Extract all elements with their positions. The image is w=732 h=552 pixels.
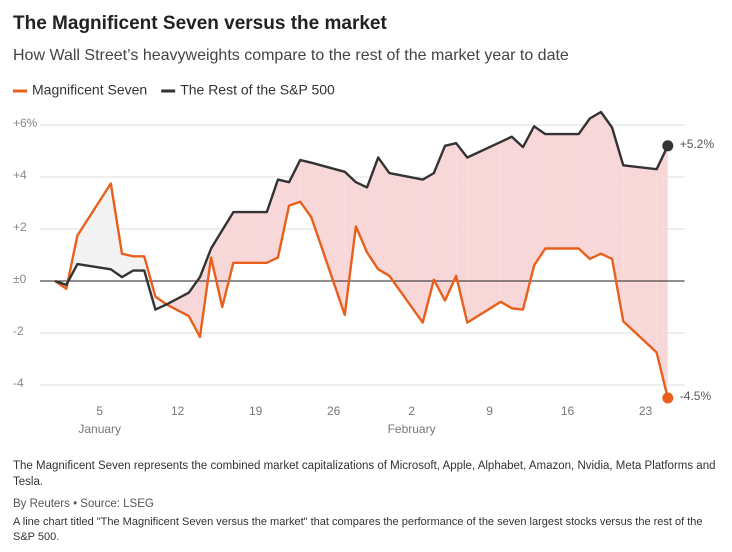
note: The Magnificent Seven represents the com… bbox=[13, 460, 716, 488]
legend-label: The Rest of the S&P 500 bbox=[180, 82, 335, 98]
gap-segment bbox=[500, 136, 512, 309]
gap-segment bbox=[222, 212, 234, 307]
month-label: January bbox=[78, 422, 121, 436]
x-tick-label: 26 bbox=[327, 404, 341, 418]
gap-segment bbox=[378, 157, 390, 276]
gap-segment bbox=[511, 136, 523, 310]
gap-segment bbox=[445, 143, 457, 301]
gap-segment bbox=[277, 179, 290, 258]
gap-segment bbox=[289, 160, 301, 206]
end-dot bbox=[662, 140, 674, 152]
month-label: February bbox=[388, 422, 436, 436]
y-tick-label: +6% bbox=[13, 116, 38, 130]
gap-segment bbox=[367, 157, 379, 270]
gap-segment bbox=[300, 160, 312, 218]
y-tick-label: -4 bbox=[13, 376, 24, 390]
y-tick-label: -2 bbox=[13, 324, 24, 338]
gap-segment bbox=[422, 173, 434, 323]
x-tick-label: 19 bbox=[249, 404, 263, 418]
gap-segment bbox=[355, 182, 368, 253]
series-line bbox=[54, 182, 669, 399]
gap-segment bbox=[233, 212, 267, 263]
gap-segment bbox=[133, 256, 145, 271]
y-tick-label: ±0 bbox=[13, 272, 27, 286]
gap-segment bbox=[311, 162, 345, 315]
gap-segment bbox=[522, 126, 535, 310]
chart-title: The Magnificent Seven versus the market bbox=[13, 13, 387, 34]
gap-segment bbox=[166, 292, 189, 317]
gap-segment bbox=[467, 141, 501, 323]
gap-segment bbox=[456, 143, 468, 323]
chart-subtitle: How Wall Street’s heavyweights compare t… bbox=[13, 47, 569, 64]
end-label: -4.5% bbox=[680, 389, 712, 403]
end-dot bbox=[662, 392, 674, 404]
legend-label: Magnificent Seven bbox=[32, 82, 147, 98]
x-tick-label: 16 bbox=[561, 404, 575, 418]
gap-segment bbox=[623, 165, 657, 353]
gap-segment bbox=[656, 145, 668, 398]
gap-segment bbox=[578, 118, 590, 259]
gap-segment bbox=[389, 173, 423, 323]
end-label: +5.2% bbox=[680, 137, 715, 151]
gap-segment bbox=[534, 126, 546, 266]
y-tick-label: +4 bbox=[13, 168, 27, 182]
gap-segment bbox=[77, 183, 111, 270]
gap-segment bbox=[433, 145, 446, 301]
gap-segment bbox=[211, 230, 223, 307]
x-tick-label: 5 bbox=[96, 404, 103, 418]
x-tick-label: 23 bbox=[639, 404, 653, 418]
x-tick-label: 9 bbox=[486, 404, 493, 418]
source: By Reuters • Source: LSEG bbox=[13, 498, 154, 510]
gap-segment bbox=[600, 112, 613, 259]
x-tick-label: 2 bbox=[408, 404, 415, 418]
gap-area bbox=[55, 112, 668, 398]
series-line bbox=[54, 110, 669, 311]
description: A line chart titled "The Magnificent Sev… bbox=[13, 516, 703, 543]
x-tick-label: 12 bbox=[171, 404, 185, 418]
gap-segment bbox=[266, 179, 278, 263]
gap-segment bbox=[344, 171, 356, 315]
y-tick-label: +2 bbox=[13, 220, 27, 234]
gap-segment bbox=[188, 277, 200, 337]
gap-segment bbox=[589, 112, 601, 259]
gap-segment bbox=[545, 134, 579, 249]
chart: The Magnificent Seven versus the market … bbox=[13, 13, 715, 436]
